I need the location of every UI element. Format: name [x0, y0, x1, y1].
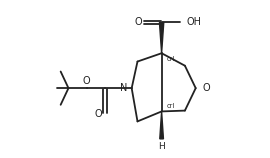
- Text: OH: OH: [186, 17, 201, 27]
- Text: O: O: [202, 83, 210, 93]
- Text: O: O: [135, 17, 143, 27]
- Text: crl: crl: [167, 56, 175, 62]
- Text: O: O: [83, 76, 90, 86]
- Polygon shape: [160, 111, 163, 139]
- Polygon shape: [160, 22, 164, 53]
- Text: H: H: [158, 142, 165, 151]
- Text: O: O: [95, 109, 103, 119]
- Text: crl: crl: [167, 103, 175, 109]
- Text: N: N: [120, 83, 127, 93]
